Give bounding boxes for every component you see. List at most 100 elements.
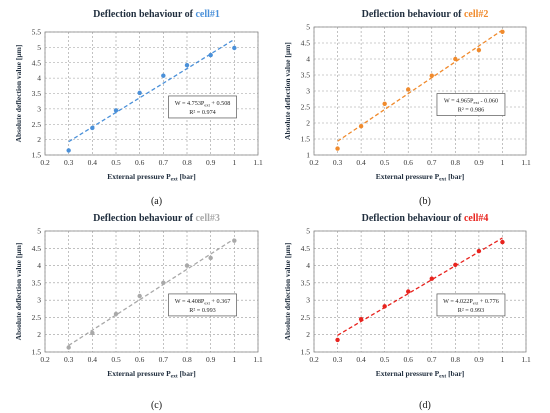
x-tick-label: 1.1 bbox=[253, 158, 263, 167]
x-tick-label: 0.5 bbox=[380, 355, 390, 364]
data-point bbox=[358, 124, 364, 129]
data-point bbox=[406, 289, 411, 294]
data-point bbox=[90, 330, 95, 336]
y-tick-label: 4.5 bbox=[32, 58, 42, 67]
x-tick-label: 0.6 bbox=[135, 158, 145, 167]
x-tick-label: 0.5 bbox=[111, 158, 121, 167]
plot-frame bbox=[44, 230, 259, 353]
trendline-equation: W = 4.022Pext + 0.776 bbox=[443, 298, 499, 306]
y-axis-label: Absolute deflection value [µm] bbox=[283, 42, 292, 140]
x-tick-label: 0.8 bbox=[182, 355, 192, 364]
r-squared: R² = 0.974 bbox=[189, 109, 216, 116]
equation-tail: + 0.508 bbox=[210, 100, 231, 107]
data-point bbox=[232, 45, 237, 51]
x-tick-label: 1.1 bbox=[521, 158, 531, 167]
chart-title-cell: cell#4 bbox=[464, 213, 488, 224]
x-tick-label: 0.6 bbox=[404, 158, 414, 167]
r-squared: R² = 0.986 bbox=[458, 107, 485, 114]
data-point bbox=[335, 146, 340, 151]
y-axis-label: Absolute deflection value [µm] bbox=[283, 243, 292, 341]
y-tick-label: 4 bbox=[306, 55, 310, 64]
x-tick-label: 0.9 bbox=[474, 355, 484, 364]
data-point bbox=[208, 52, 213, 58]
y-tick-label: 2.5 bbox=[32, 313, 42, 322]
data-point bbox=[66, 345, 71, 350]
x-tick-label: 0.8 bbox=[451, 158, 461, 167]
equation-box bbox=[436, 293, 506, 317]
data-point bbox=[66, 148, 71, 153]
equation-box bbox=[168, 95, 237, 119]
trendline bbox=[337, 29, 503, 142]
r-squared: R² = 0.993 bbox=[189, 307, 216, 314]
y-tick-label: 1.5 bbox=[301, 348, 311, 357]
x-axis-label: External pressure Pext [bar] bbox=[107, 172, 196, 183]
trendline-equation: W = 4.408Pext + 0.367 bbox=[175, 298, 231, 306]
trendline-equation: W = 4.753Pext + 0.508 bbox=[175, 100, 231, 108]
x-tick-label: 0.3 bbox=[333, 158, 343, 167]
data-point bbox=[113, 311, 119, 317]
chart-panel-2: 0.2 0.3 0.4 0.5 0.6 0.7 0.8 0.9 1 1.1 1 1.5 2 2.5 3 3.5… bbox=[283, 9, 531, 207]
x-tick-label: 0.5 bbox=[380, 158, 390, 167]
data-point bbox=[184, 63, 190, 68]
x-tick-label: 0.4 bbox=[356, 158, 366, 167]
equation-tail: - 0.060 bbox=[479, 98, 498, 105]
x-tick-label: 0.4 bbox=[356, 355, 366, 364]
y-tick-label: 3.5 bbox=[301, 278, 311, 287]
y-tick-label: 3 bbox=[37, 104, 41, 113]
data-point bbox=[500, 29, 505, 34]
chart-title: Deflection behaviour of cell#4 bbox=[362, 213, 489, 224]
y-tick-label: 2.5 bbox=[32, 120, 42, 129]
chart-title-cell: cell#2 bbox=[464, 9, 488, 20]
x-axis-label-unit: [bar] bbox=[178, 369, 196, 378]
y-tick-label: 5 bbox=[37, 43, 41, 52]
panel-caption: (c) bbox=[151, 400, 162, 411]
data-point bbox=[90, 125, 95, 131]
chart-title-prefix: Deflection behaviour of bbox=[93, 213, 195, 224]
data-point bbox=[453, 262, 458, 268]
x-tick-label: 0.3 bbox=[64, 158, 74, 167]
equation-box bbox=[436, 93, 506, 116]
x-axis-label: External pressure Pext [bar] bbox=[376, 172, 465, 183]
x-tick-label: 0.5 bbox=[111, 355, 121, 364]
equation-lead: W = 4.753P bbox=[175, 100, 205, 107]
chart-panel-1: 0.2 0.3 0.4 0.5 0.6 0.7 0.8 0.9 1 1.1 1.5 2 2.5 3 3.5 4… bbox=[14, 9, 263, 207]
y-tick-label: 2 bbox=[37, 330, 41, 339]
x-tick-label: 0.2 bbox=[40, 158, 50, 167]
data-point bbox=[429, 276, 434, 281]
chart-title-prefix: Deflection behaviour of bbox=[362, 213, 464, 224]
y-axis-label: Absolute deflection value [µm] bbox=[14, 45, 23, 143]
plot-frame bbox=[44, 31, 259, 156]
x-tick-label: 1 bbox=[501, 158, 505, 167]
chart-title-cell: cell#3 bbox=[195, 213, 219, 224]
y-tick-label: 2 bbox=[37, 135, 41, 144]
plot-frame bbox=[313, 26, 527, 156]
data-point bbox=[358, 316, 364, 322]
x-axis-label: External pressure Pext [bar] bbox=[107, 369, 196, 380]
data-point bbox=[137, 90, 142, 96]
data-point bbox=[382, 304, 387, 309]
chart-title: Deflection behaviour of cell#1 bbox=[93, 9, 220, 20]
equation-subscript: ext bbox=[204, 102, 210, 107]
chart-title-cell: cell#1 bbox=[195, 9, 219, 20]
x-tick-label: 0.6 bbox=[135, 355, 145, 364]
chart-title-prefix: Deflection behaviour of bbox=[93, 9, 195, 20]
chart-panel-4: 0.2 0.3 0.4 0.5 0.6 0.7 0.8 0.9 1 1.1 1.5 2 2.5 3 3.5 4… bbox=[283, 213, 531, 411]
y-tick-label: 2 bbox=[306, 330, 310, 339]
x-tick-label: 0.2 bbox=[309, 158, 319, 167]
equation-subscript: ext bbox=[473, 300, 479, 305]
y-tick-label: 3.5 bbox=[301, 71, 311, 80]
x-tick-label: 0.2 bbox=[309, 355, 319, 364]
y-tick-label: 3 bbox=[306, 87, 310, 96]
y-tick-label: 3 bbox=[306, 296, 310, 305]
y-tick-label: 1.5 bbox=[32, 151, 42, 160]
data-point bbox=[500, 239, 505, 245]
equation-tail: + 0.367 bbox=[210, 298, 231, 305]
equation-subscript: ext bbox=[474, 100, 480, 105]
x-tick-label: 0.7 bbox=[427, 158, 437, 167]
y-tick-label: 2 bbox=[306, 119, 310, 128]
data-point bbox=[335, 337, 340, 343]
x-tick-label: 1 bbox=[232, 355, 236, 364]
equation-lead: W = 4.408P bbox=[175, 298, 205, 305]
data-point bbox=[406, 87, 411, 92]
